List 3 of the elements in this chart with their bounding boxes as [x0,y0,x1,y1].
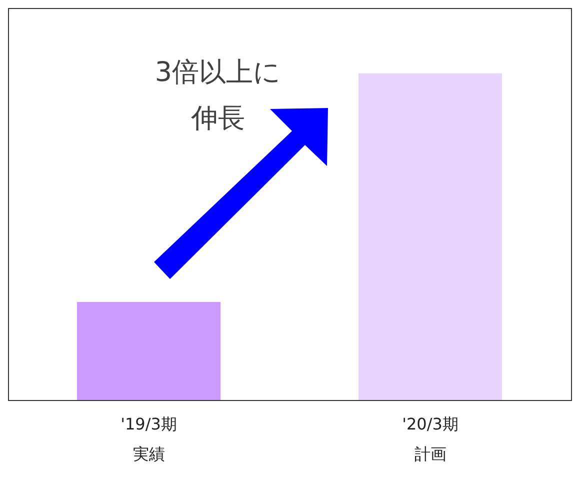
x-tick-label: '19/3期実績 [120,414,177,464]
x-tick-label: '20/3期計画 [402,414,458,464]
annotation: 3倍以上に伸長 [154,57,282,134]
